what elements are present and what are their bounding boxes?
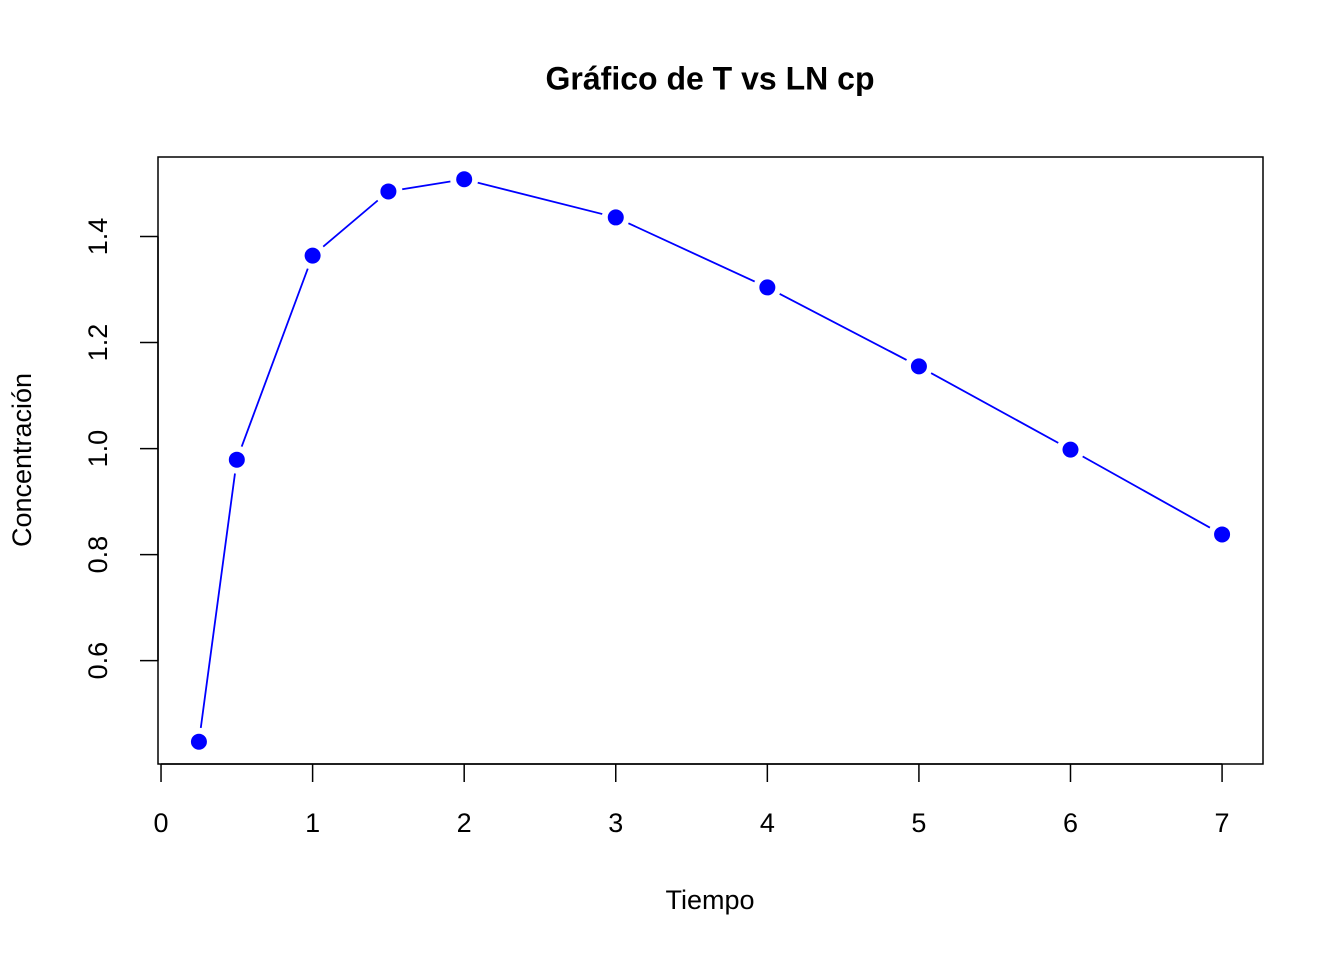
y-tick-label: 1.0 [83, 430, 113, 468]
y-tick-label: 1.2 [83, 324, 113, 362]
y-tick-label: 0.8 [83, 536, 113, 574]
data-point [910, 358, 927, 375]
chart-title: Gráfico de T vs LN cp [546, 60, 875, 96]
y-axis-label: Concentración [7, 373, 37, 547]
x-tick-label: 0 [154, 808, 169, 838]
x-tick-label: 7 [1215, 808, 1230, 838]
x-tick-label: 2 [457, 808, 472, 838]
data-point [228, 451, 245, 468]
x-axis-label: Tiempo [665, 885, 754, 915]
x-tick-label: 6 [1063, 808, 1078, 838]
data-line [198, 178, 1223, 742]
data-point [190, 733, 207, 750]
x-tick-label: 1 [305, 808, 320, 838]
data-point [304, 247, 321, 264]
data-point [456, 171, 473, 188]
data-point [1214, 526, 1231, 543]
y-tick-label: 1.4 [83, 218, 113, 256]
data-point [607, 209, 624, 226]
data-point [1062, 441, 1079, 458]
x-tick-label: 5 [911, 808, 926, 838]
x-tick-label: 4 [760, 808, 775, 838]
x-tick-label: 3 [608, 808, 623, 838]
y-tick-label: 0.6 [83, 642, 113, 680]
data-point [380, 183, 397, 200]
data-point [759, 279, 776, 296]
